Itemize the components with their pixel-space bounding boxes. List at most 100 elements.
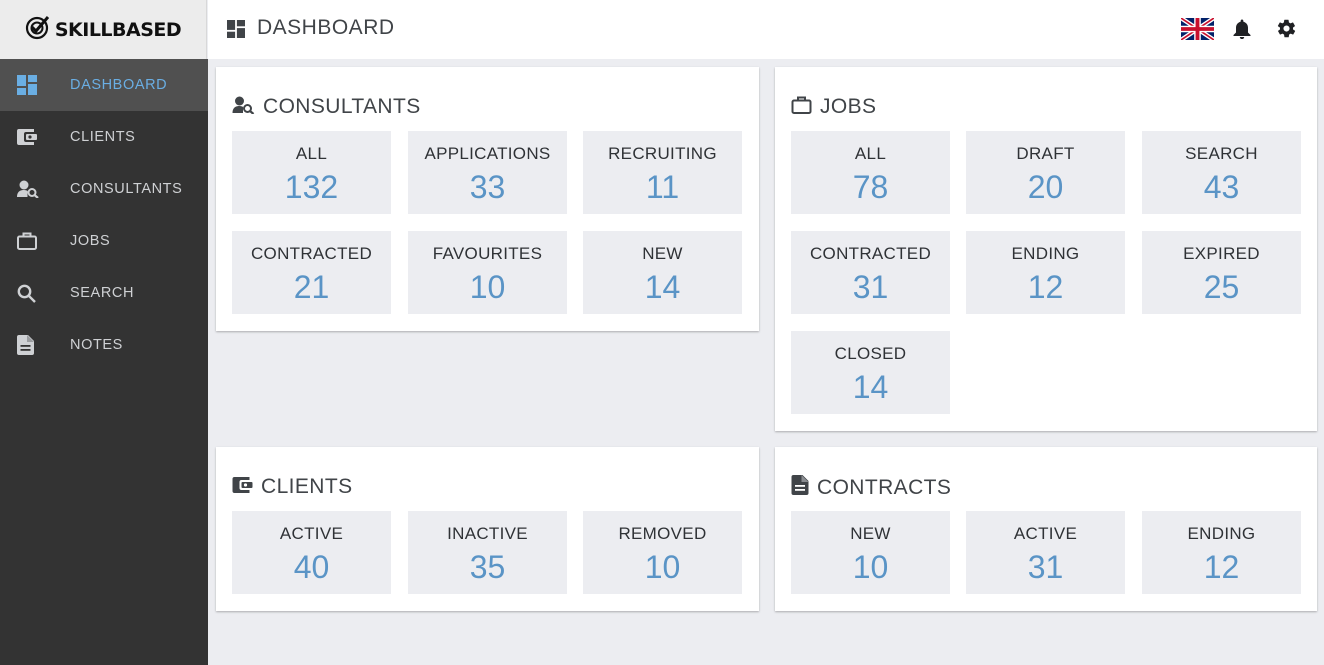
clients-inactive-tile[interactable]: INACTIVE 35 <box>408 511 567 594</box>
tile-label: ACTIVE <box>279 524 344 543</box>
sidebar-item-label: NOTES <box>70 337 123 353</box>
top-bar: DASHBOARD <box>208 0 1324 59</box>
tile-count: 43 <box>1203 169 1240 205</box>
bell-icon[interactable] <box>1233 19 1251 44</box>
tile-label: CLOSED <box>834 344 907 363</box>
tile-count: 11 <box>645 169 680 205</box>
tile-label: ALL <box>295 144 328 163</box>
jobs-expired-tile[interactable]: EXPIRED 25 <box>1142 231 1301 314</box>
tile-count: 40 <box>293 549 330 585</box>
dashboard-icon <box>0 75 70 95</box>
tile-count: 14 <box>644 269 681 305</box>
tile-label: ENDING <box>1187 524 1256 543</box>
tile-count: 21 <box>293 269 330 305</box>
jobs-ending-tile[interactable]: ENDING 12 <box>966 231 1125 314</box>
consultants-new-tile[interactable]: NEW 14 <box>583 231 742 314</box>
tile-count: 25 <box>1203 269 1240 305</box>
sidebar-item-consultants[interactable]: CONSULTANTS <box>0 163 208 215</box>
tile-count: 33 <box>469 169 506 205</box>
person-search-icon <box>0 180 70 198</box>
briefcase-icon <box>0 232 70 250</box>
clients-panel: CLIENTS ACTIVE 40 INACTIVE 35 REMOVED 10 <box>216 447 759 611</box>
jobs-panel: JOBS ALL 78 DRAFT 20 SEARCH 43 CONTRACTE… <box>775 67 1317 431</box>
brand-logo[interactable]: SKILLBASED <box>0 0 207 59</box>
page-title: DASHBOARD <box>257 16 395 39</box>
briefcase-icon <box>791 96 812 119</box>
jobs-all-tile[interactable]: ALL 78 <box>791 131 950 214</box>
tile-count: 35 <box>469 549 506 585</box>
tile-label: RECRUITING <box>608 144 717 163</box>
jobs-contracted-tile[interactable]: CONTRACTED 31 <box>791 231 950 314</box>
sidebar-item-label: SEARCH <box>70 285 135 301</box>
sidebar-item-label: CONSULTANTS <box>70 181 183 197</box>
consultants-favourites-tile[interactable]: FAVOURITES 10 <box>408 231 567 314</box>
clients-removed-tile[interactable]: REMOVED 10 <box>583 511 742 594</box>
panel-header: JOBS <box>791 95 876 119</box>
tile-count: 10 <box>469 269 506 305</box>
sidebar-item-dashboard[interactable]: DASHBOARD <box>0 59 208 111</box>
wallet-icon <box>232 476 253 499</box>
contracts-panel: CONTRACTS NEW 10 ACTIVE 31 ENDING 12 <box>775 447 1317 611</box>
clients-active-tile[interactable]: ACTIVE 40 <box>232 511 391 594</box>
sidebar-item-clients[interactable]: CLIENTS <box>0 111 208 163</box>
tile-count: 132 <box>284 169 339 205</box>
contracts-new-tile[interactable]: NEW 10 <box>791 511 950 594</box>
document-icon <box>791 475 809 500</box>
consultants-contracted-tile[interactable]: CONTRACTED 21 <box>232 231 391 314</box>
tile-count: 12 <box>1027 269 1064 305</box>
panel-title: CLIENTS <box>261 475 353 498</box>
sidebar-item-label: DASHBOARD <box>70 77 168 93</box>
panel-title: JOBS <box>820 95 877 118</box>
sidebar-item-label: CLIENTS <box>70 129 136 145</box>
tile-count: 31 <box>1027 549 1064 585</box>
search-icon <box>0 284 70 303</box>
tile-label: INACTIVE <box>447 524 528 543</box>
jobs-draft-tile[interactable]: DRAFT 20 <box>966 131 1125 214</box>
target-check-icon <box>25 14 51 45</box>
tile-label: REMOVED <box>618 524 707 543</box>
dashboard-icon <box>227 20 245 43</box>
uk-flag-icon[interactable] <box>1179 16 1216 45</box>
tile-label: EXPIRED <box>1183 244 1260 263</box>
tile-count: 78 <box>852 169 889 205</box>
panel-title: CONSULTANTS <box>263 95 421 118</box>
panel-header: CONTRACTS <box>791 475 951 500</box>
contracts-active-tile[interactable]: ACTIVE 31 <box>966 511 1125 594</box>
sidebar-item-notes[interactable]: NOTES <box>0 319 208 371</box>
contracts-ending-tile[interactable]: ENDING 12 <box>1142 511 1301 594</box>
tile-label: CONTRACTED <box>250 244 373 263</box>
tile-label: DRAFT <box>1016 144 1075 163</box>
jobs-search-tile[interactable]: SEARCH 43 <box>1142 131 1301 214</box>
jobs-closed-tile[interactable]: CLOSED 14 <box>791 331 950 414</box>
person-search-icon <box>232 96 255 119</box>
tile-label: ALL <box>854 144 887 163</box>
sidebar: DASHBOARD CLIENTS CONSULTANTS <box>0 59 208 665</box>
sidebar-item-jobs[interactable]: JOBS <box>0 215 208 267</box>
tile-label: ACTIVE <box>1013 524 1078 543</box>
wallet-icon <box>0 128 70 146</box>
panel-header: CONSULTANTS <box>232 95 421 119</box>
tile-count: 10 <box>852 549 889 585</box>
brand-name: SKILLBASED <box>54 18 182 41</box>
tile-count: 31 <box>852 269 889 305</box>
panel-title: CONTRACTS <box>817 475 952 499</box>
consultants-recruiting-tile[interactable]: RECRUITING 11 <box>583 131 742 214</box>
tile-count: 20 <box>1027 169 1064 205</box>
sidebar-item-search[interactable]: SEARCH <box>0 267 208 319</box>
consultants-panel: CONSULTANTS ALL 132 APPLICATIONS 33 RECR… <box>216 67 759 331</box>
consultants-applications-tile[interactable]: APPLICATIONS 33 <box>408 131 567 214</box>
tile-label: SEARCH <box>1185 144 1258 163</box>
tile-label: NEW <box>850 524 891 543</box>
tile-count: 12 <box>1203 549 1240 585</box>
tile-label: FAVOURITES <box>432 244 543 263</box>
consultants-all-tile[interactable]: ALL 132 <box>232 131 391 214</box>
tile-label: APPLICATIONS <box>424 144 551 163</box>
tile-label: ENDING <box>1011 244 1080 263</box>
tile-count: 10 <box>644 549 681 585</box>
tile-label: NEW <box>642 244 683 263</box>
document-icon <box>0 335 70 355</box>
gear-icon[interactable] <box>1276 18 1297 44</box>
panel-header: CLIENTS <box>232 475 353 499</box>
sidebar-item-label: JOBS <box>70 233 111 249</box>
tile-count: 14 <box>852 369 889 405</box>
